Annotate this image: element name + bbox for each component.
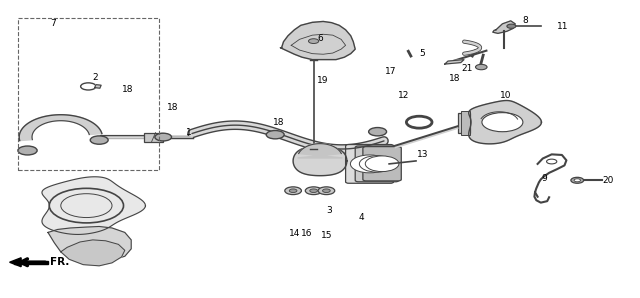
Text: 8: 8 — [522, 16, 527, 25]
Circle shape — [308, 39, 319, 44]
FancyBboxPatch shape — [363, 147, 401, 181]
Text: 18: 18 — [122, 85, 134, 94]
Bar — [461, 111, 470, 135]
Text: 9: 9 — [541, 174, 547, 183]
Text: 17: 17 — [385, 67, 396, 76]
Text: 1: 1 — [186, 128, 191, 137]
Circle shape — [574, 179, 580, 182]
Polygon shape — [493, 21, 515, 33]
Bar — [144, 133, 163, 142]
Text: 20: 20 — [602, 176, 614, 185]
Polygon shape — [14, 261, 48, 264]
Text: 18: 18 — [273, 118, 284, 127]
Circle shape — [155, 133, 172, 141]
Circle shape — [318, 187, 335, 195]
Polygon shape — [19, 115, 102, 141]
Bar — [18, 18, 159, 170]
Circle shape — [18, 146, 37, 155]
Text: 2: 2 — [92, 73, 97, 82]
Text: 21: 21 — [461, 64, 473, 73]
Polygon shape — [42, 177, 145, 235]
Text: 3: 3 — [327, 206, 332, 215]
Polygon shape — [61, 240, 125, 266]
Text: 18: 18 — [167, 103, 179, 112]
Polygon shape — [298, 144, 342, 158]
Text: 14: 14 — [289, 229, 300, 238]
Text: 6: 6 — [317, 34, 323, 43]
Text: FR.: FR. — [50, 257, 69, 267]
Text: 12: 12 — [397, 91, 409, 100]
Polygon shape — [445, 60, 464, 64]
Text: 18: 18 — [449, 74, 460, 83]
Circle shape — [369, 128, 387, 136]
Polygon shape — [48, 226, 131, 262]
Circle shape — [285, 187, 301, 195]
Text: 7: 7 — [51, 19, 56, 28]
Circle shape — [482, 113, 523, 132]
Circle shape — [571, 177, 584, 183]
Text: 5: 5 — [420, 49, 425, 58]
Circle shape — [547, 159, 557, 164]
Circle shape — [360, 156, 395, 172]
Circle shape — [266, 131, 284, 139]
Circle shape — [507, 24, 516, 28]
Circle shape — [305, 187, 322, 195]
Polygon shape — [293, 146, 347, 176]
FancyBboxPatch shape — [355, 146, 399, 182]
Circle shape — [323, 189, 330, 193]
FancyBboxPatch shape — [346, 145, 394, 183]
Polygon shape — [95, 85, 101, 88]
Polygon shape — [10, 258, 21, 267]
Text: 4: 4 — [359, 213, 364, 222]
Circle shape — [310, 189, 317, 193]
Text: 11: 11 — [557, 22, 569, 31]
Polygon shape — [468, 100, 541, 144]
Text: 15: 15 — [321, 231, 332, 240]
Circle shape — [365, 156, 399, 172]
Polygon shape — [280, 21, 355, 60]
Text: 13: 13 — [417, 150, 428, 159]
Text: 10: 10 — [500, 91, 511, 100]
Circle shape — [351, 155, 389, 173]
Circle shape — [289, 189, 297, 193]
Bar — [458, 113, 470, 133]
Circle shape — [90, 136, 108, 144]
Circle shape — [476, 64, 487, 70]
Text: 16: 16 — [301, 229, 313, 238]
Text: 19: 19 — [317, 76, 329, 85]
